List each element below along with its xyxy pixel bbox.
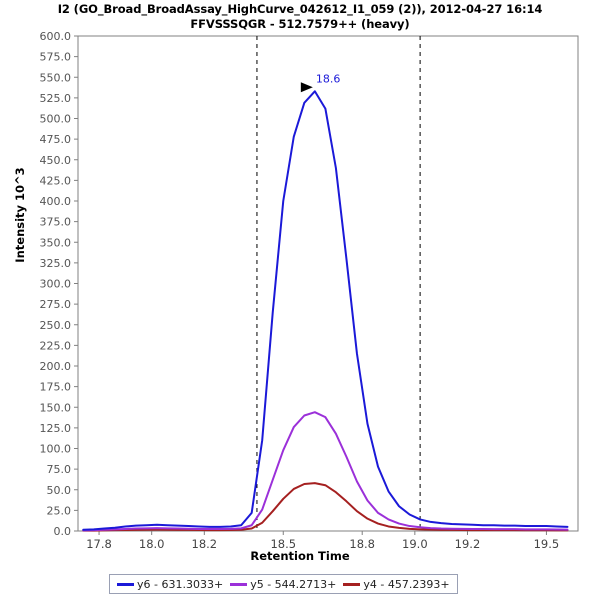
chart-title-subtitle: FFVSSSQGR - 512.7579++ (heavy) <box>190 17 410 31</box>
y-axis-tick-label: 175.0 <box>40 381 72 394</box>
peak-marker-arrow-icon[interactable] <box>300 82 313 93</box>
y-axis-tick-label: 0.0 <box>54 525 72 538</box>
y-axis-tick-label: 150.0 <box>40 401 72 414</box>
x-axis-tick-label: 18.2 <box>192 537 218 551</box>
y-axis-tick-label: 75.0 <box>47 463 72 476</box>
legend[interactable]: y6 - 631.3033+ y5 - 544.2713+ y4 - 457.239… <box>109 574 458 594</box>
y-axis-tick-label: 375.0 <box>40 216 72 229</box>
y-axis-tick-label: 575.0 <box>40 51 72 64</box>
y-axis-tick-label: 50.0 <box>47 484 72 497</box>
series-line[interactable] <box>82 482 569 532</box>
y-axis-tick-label: 125.0 <box>40 422 72 435</box>
y-axis-tick-label: 425.0 <box>40 174 72 187</box>
y-axis-tick-label: 25.0 <box>47 504 72 517</box>
series-line[interactable] <box>82 90 569 531</box>
plot-frame <box>77 35 579 532</box>
y-axis-tick-label: 450.0 <box>40 154 72 167</box>
x-axis-tick-label: 19.2 <box>455 537 481 551</box>
x-axis-label: Retention Time <box>250 549 350 563</box>
x-axis-tick-label: 18.5 <box>270 537 296 551</box>
y-axis-tick-label: 275.0 <box>40 298 72 311</box>
legend-color-swatch <box>230 582 248 586</box>
y-axis-tick-label: 350.0 <box>40 236 72 249</box>
chart-title-line1: I2 (GO_Broad_BroadAssay_HighCurve_042612… <box>57 2 543 16</box>
legend-item[interactable]: y4 - 457.2393+ <box>343 577 450 591</box>
y-axis-tick-label: 475.0 <box>40 133 72 146</box>
y-axis-tick-label: 550.0 <box>40 71 72 84</box>
y-axis-tick-label: 200.0 <box>40 360 72 373</box>
y-axis-tick-label: 100.0 <box>40 443 72 456</box>
x-axis-tick-label: 18.8 <box>349 537 375 551</box>
y-axis-tick-label: 225.0 <box>40 339 72 352</box>
legend-item-label: y5 - 544.2713+ <box>250 577 337 591</box>
y-axis-tick-label: 500.0 <box>40 113 72 126</box>
y-axis-tick-label: 525.0 <box>40 92 72 105</box>
legend-color-swatch <box>117 582 134 586</box>
x-axis-tick-label: 19.5 <box>534 537 560 551</box>
y-axis-tick-label: 300.0 <box>40 278 72 291</box>
legend-item-label: y4 - 457.2393+ <box>363 577 450 591</box>
peak-annotation-label[interactable]: 18.6 <box>316 72 341 85</box>
legend-item-label: y6 - 631.3033+ <box>137 577 224 591</box>
y-axis-label: Intensity 10^3 <box>13 167 27 263</box>
y-axis-tick-label: 325.0 <box>40 257 72 270</box>
legend-item[interactable]: y6 - 631.3033+ <box>117 578 223 591</box>
chart-title: I2 (GO_Broad_BroadAssay_HighCurve_042612… <box>0 2 600 32</box>
x-axis-tick-label: 18.0 <box>139 537 165 551</box>
series-line[interactable] <box>82 411 569 532</box>
legend-item[interactable]: y5 - 544.2713+ <box>230 578 336 591</box>
y-axis-tick-label: 400.0 <box>40 195 72 208</box>
x-axis-tick-label: 17.8 <box>86 537 112 551</box>
legend-color-swatch <box>343 582 361 586</box>
y-axis-tick-label: 600.0 <box>40 30 72 43</box>
y-axis-tick-label: 250.0 <box>40 319 72 332</box>
x-axis-tick-label: 19.0 <box>402 537 428 551</box>
